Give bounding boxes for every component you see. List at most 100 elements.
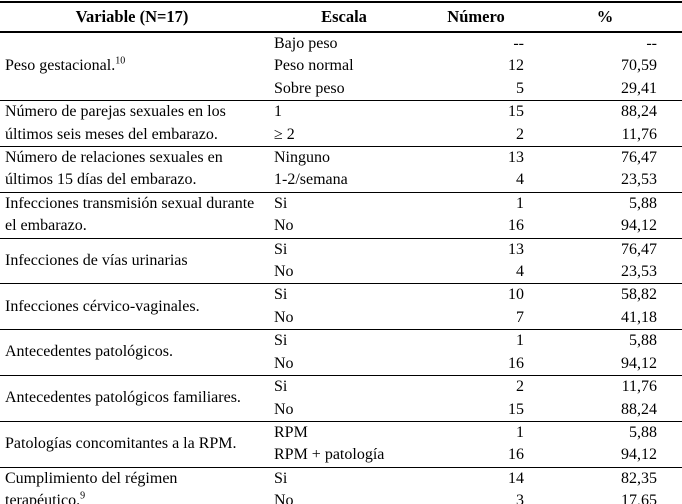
pct-cell: 11,76 [528,375,682,399]
variable-label: Número de parejas sexuales en los último… [5,103,226,143]
numero-cell: 16 [508,217,524,235]
escala-cell: No [274,400,294,418]
table-row: 1-2/semana 4 23,53 [0,169,682,192]
variable-cell: Infecciones cérvico-vaginales. [0,283,264,330]
table-row: No 7 41,18 [0,307,682,330]
escala-cell: Si [264,466,424,491]
variable-label: Infecciones transmisión sexual durante e… [5,194,255,235]
escala-cell: Ninguno [264,146,424,170]
escala-cell: Sobre peso [274,79,345,97]
pct-cell: 76,47 [528,146,682,170]
variable-cell: Patologías concomitantes a la RPM. [0,420,264,468]
footnote-reference: 9 [80,490,86,502]
table-row: Número de parejas sexuales en los último… [0,100,682,147]
variable-label: Cumplimiento del régimen terapéutico. [5,469,178,504]
variable-label: Peso gestacional. [5,57,116,75]
numero-cell: 16 [508,446,524,464]
table-row: No 16 94,12 [0,215,682,238]
table-row: No 4 23,53 [0,261,682,284]
pct-cell: 23,53 [621,263,657,281]
footnote-reference: 10 [115,56,126,68]
header-numero: Número [424,2,528,33]
table-row: RPM + patología 16 94,12 [0,444,682,467]
variable-cell: Antecedentes patológicos familiares. [0,375,264,422]
numero-cell: 13 [424,146,528,170]
pct-cell: 94,12 [621,217,657,235]
pct-cell: 88,24 [621,400,657,418]
header-escala: Escala [264,2,424,33]
variable-label: Patologías concomitantes a la RPM. [5,435,237,453]
pct-cell: 11,76 [621,125,657,143]
numero-cell: 2 [424,375,528,399]
escala-cell: Si [264,237,424,262]
numero-cell: 16 [508,354,524,372]
pct-cell: 88,24 [528,100,682,124]
escala-cell: Si [264,329,424,353]
table-row: Peso normal 12 70,59 [0,55,682,77]
pct-cell: 5,88 [528,329,682,353]
escala-cell: ≥ 2 [274,125,295,143]
pct-cell: 82,35 [528,466,682,491]
variable-cell: Infecciones transmisión sexual durante e… [0,191,264,239]
pct-cell: 17,65 [621,492,657,504]
variable-label: Infecciones de vías urinarias [5,251,188,269]
pct-cell: 94,12 [621,446,657,464]
escala-cell: No [274,354,294,372]
variable-label: Antecedentes patológicos familiares. [5,389,241,407]
variable-label: Número de relaciones sexuales en últimos… [5,149,223,189]
table-row: Peso gestacional.10 Bajo peso -- -- [0,31,682,101]
table-row: No 3 17,65 [0,490,682,504]
header-variable: Variable (N=17) [0,2,264,33]
header-row: Variable (N=17) Escala Número % [0,2,682,33]
pct-cell: 76,47 [528,237,682,262]
escala-cell: Peso normal [274,57,354,75]
numero-cell: 13 [424,237,528,262]
numero-cell: 2 [516,125,524,143]
numero-cell: 1 [424,420,528,445]
pct-cell: 5,88 [528,191,682,216]
numero-cell: 3 [516,492,524,504]
pct-cell: 29,41 [621,79,657,97]
escala-cell: 1-2/semana [274,171,348,189]
variable-cell: Peso gestacional.10 [0,31,264,101]
pct-cell: -- [528,31,682,56]
escala-cell: RPM + patología [274,446,385,464]
table-row: Sobre peso 5 29,41 [0,78,682,101]
variable-label: Antecedentes patológicos. [5,343,173,361]
header-pct: % [528,2,682,33]
variable-cell: Número de parejas sexuales en los último… [0,100,264,147]
table-row: Antecedentes patológicos. Si 1 5,88 [0,329,682,376]
escala-cell: No [274,492,294,504]
numero-cell: 7 [516,308,524,326]
numero-cell: 14 [424,466,528,491]
pct-cell: 70,59 [621,57,657,75]
numero-cell: 12 [508,57,524,75]
escala-cell: Si [264,375,424,399]
table-row: Infecciones de vías urinarias Si 13 76,47 [0,237,682,284]
numero-cell: 10 [424,283,528,307]
table-row: ≥ 2 2 11,76 [0,124,682,147]
table-row: Infecciones cérvico-vaginales. Si 10 58,82 [0,283,682,330]
escala-cell: No [274,217,294,235]
numero-cell: 4 [516,263,524,281]
numero-cell: 15 [508,400,524,418]
table-row: No 15 88,24 [0,399,682,422]
escala-cell: 1 [264,100,424,124]
escala-cell: No [274,263,294,281]
pct-cell: 5,88 [528,420,682,445]
escala-cell: Si [264,191,424,216]
table-row: Antecedentes patológicos familiares. Si 2 1… [0,375,682,422]
numero-cell: 15 [424,100,528,124]
table-row: No 16 94,12 [0,353,682,376]
table-row: Infecciones transmisión sexual durante e… [0,191,682,239]
variable-cell: Infecciones de vías urinarias [0,237,264,284]
numero-cell: -- [424,31,528,56]
table-row: Número de relaciones sexuales en últimos… [0,146,682,193]
table-row: Cumplimiento del régimen terapéutico.9 Si… [0,466,682,504]
escala-cell: No [274,308,294,326]
escala-cell: RPM [264,420,424,445]
numero-cell: 1 [424,191,528,216]
pct-cell: 58,82 [528,283,682,307]
numero-cell: 5 [516,79,524,97]
